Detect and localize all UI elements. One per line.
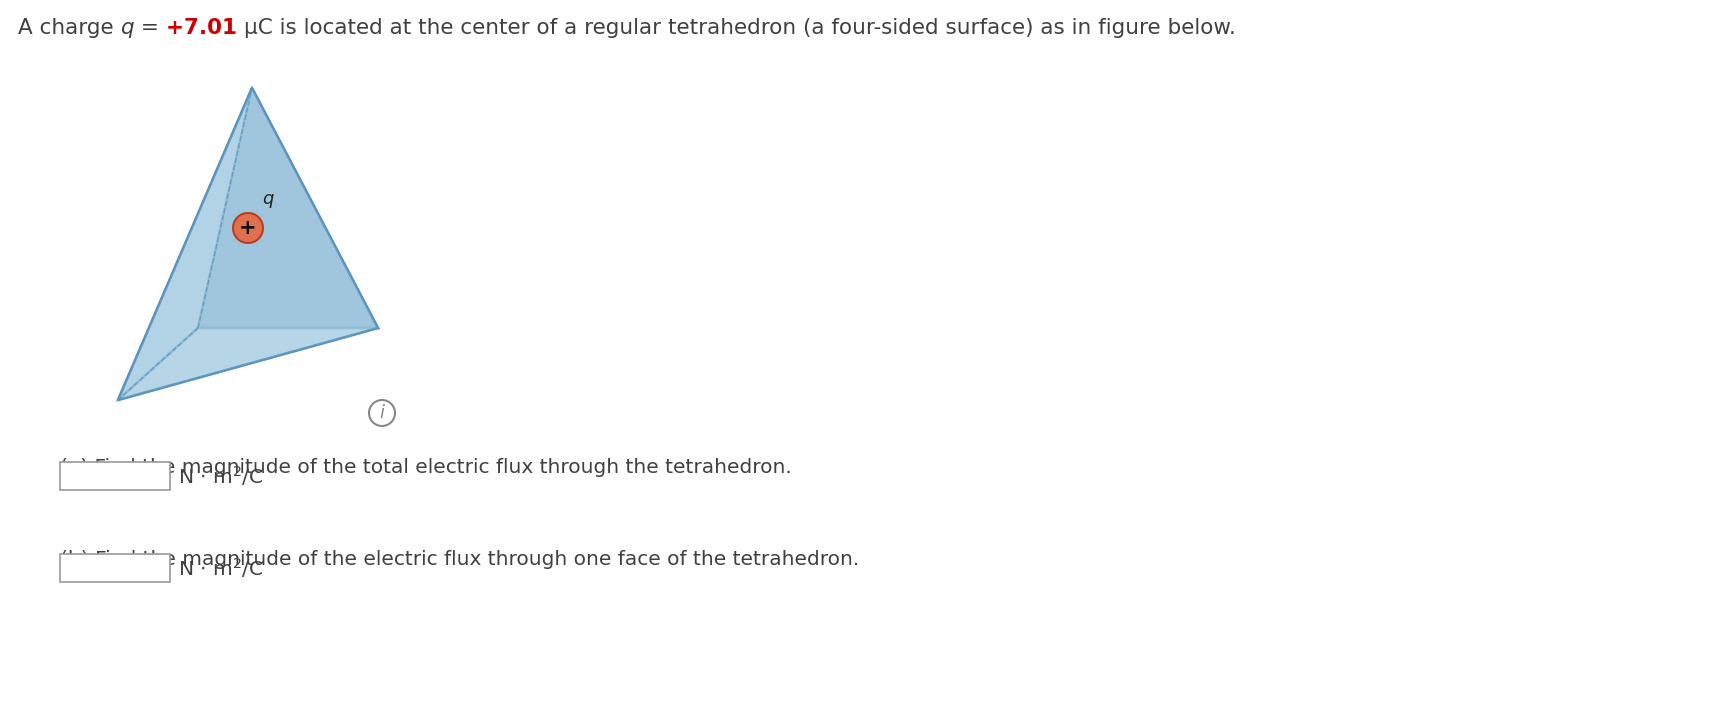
- Circle shape: [233, 213, 263, 243]
- Text: (a) Find the magnitude of the total electric flux through the tetrahedron.: (a) Find the magnitude of the total elec…: [60, 458, 791, 477]
- Text: q: q: [120, 18, 134, 38]
- Polygon shape: [118, 328, 378, 400]
- Text: =: =: [134, 18, 166, 38]
- Text: N $\cdot$ m$^2$/C: N $\cdot$ m$^2$/C: [178, 464, 263, 488]
- Polygon shape: [118, 88, 378, 400]
- Circle shape: [369, 400, 395, 426]
- FancyBboxPatch shape: [60, 462, 170, 490]
- Text: N $\cdot$ m$^2$/C: N $\cdot$ m$^2$/C: [178, 556, 263, 580]
- Text: $i$: $i$: [379, 404, 386, 422]
- FancyBboxPatch shape: [60, 554, 170, 582]
- Text: (b) Find the magnitude of the electric flux through one face of the tetrahedron.: (b) Find the magnitude of the electric f…: [60, 550, 860, 569]
- Text: +7.01: +7.01: [166, 18, 244, 38]
- Text: +: +: [239, 218, 257, 238]
- Text: $q$: $q$: [263, 192, 275, 210]
- Polygon shape: [118, 88, 252, 400]
- Text: μC is located at the center of a regular tetrahedron (a four-sided surface) as i: μC is located at the center of a regular…: [244, 18, 1236, 38]
- Text: A charge: A charge: [17, 18, 120, 38]
- Polygon shape: [197, 88, 378, 328]
